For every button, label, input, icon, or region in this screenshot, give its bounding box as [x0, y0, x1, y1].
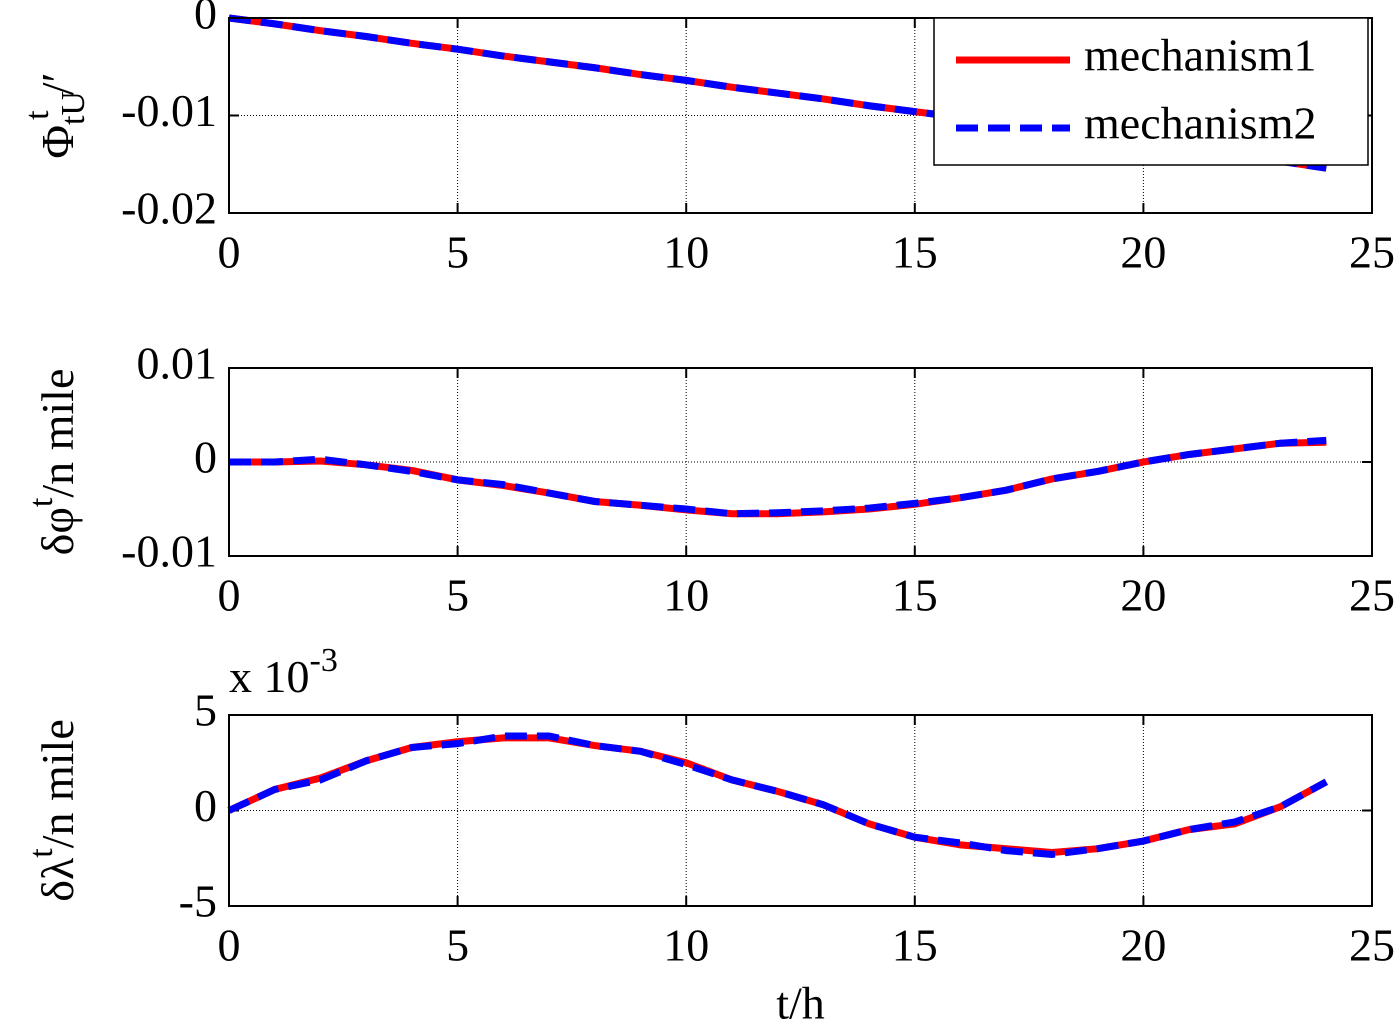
y-axis-label-main: δλ	[32, 857, 83, 902]
y-axis-label-tail: /n mile	[32, 369, 83, 498]
x-tick-label: 20	[1120, 920, 1166, 971]
plot-area	[229, 368, 1372, 556]
x-axis-label: t/h	[776, 978, 825, 1027]
legend-box	[933, 17, 1369, 166]
y-tick-label: -0.01	[121, 85, 217, 136]
axis-exponent-sup: -3	[310, 642, 338, 679]
y-tick-label: 0	[194, 780, 217, 831]
x-tick-label: 10	[663, 570, 709, 621]
y-tick-label: 0	[194, 0, 217, 39]
series-line	[228, 14, 1327, 172]
y-tick-label: -0.02	[121, 183, 217, 234]
x-tick-label: 10	[663, 227, 709, 278]
x-tick-label: 5	[446, 920, 469, 971]
x-tick-label: 10	[663, 920, 709, 971]
x-tick-label: 15	[892, 570, 938, 621]
y-axis-label-sup: t	[23, 848, 60, 858]
y-axis-label-tail: /n mile	[32, 719, 83, 848]
y-tick-label: -5	[179, 876, 217, 927]
x-tick-label: 5	[446, 227, 469, 278]
x-tick-label: 25	[1349, 920, 1395, 971]
y-axis-label-sub: tU	[55, 91, 92, 125]
y-axis-label: δφt/n mile	[23, 369, 83, 556]
y-axis-label-tail: /′	[32, 72, 83, 95]
axes-box	[228, 367, 1373, 557]
legend: mechanism1 mechanism2	[933, 17, 1369, 166]
y-tick-label: 5	[194, 685, 217, 736]
x-tick-label: 20	[1120, 570, 1166, 621]
axis-exponent: x 10-3	[229, 642, 338, 702]
y-axis-label: ΦtUt /′	[19, 72, 92, 158]
x-tick-label: 0	[218, 570, 241, 621]
y-axis-label: δλt/n mile	[23, 719, 83, 901]
x-tick-label: 25	[1349, 227, 1395, 278]
x-tick-label: 25	[1349, 570, 1395, 621]
y-tick-label: 0	[194, 432, 217, 483]
y-tick-label: 0.01	[137, 338, 218, 389]
series-line	[229, 436, 1327, 518]
y-axis-label-sup: t	[23, 497, 60, 507]
y-axis-label-main: δφ	[32, 507, 83, 555]
y-axis-label-sup: t	[19, 110, 56, 120]
legend-label: mechanism2	[1084, 98, 1317, 149]
x-tick-label: 20	[1120, 227, 1166, 278]
x-tick-label: 0	[218, 920, 241, 971]
axes-box	[228, 17, 1373, 214]
x-tick-label: 0	[218, 227, 241, 278]
axes-box	[228, 714, 1373, 907]
y-axis-label-main: Φ	[32, 125, 83, 159]
x-tick-label: 15	[892, 920, 938, 971]
series-line	[227, 732, 1328, 858]
x-tick-label: 15	[892, 227, 938, 278]
x-tick-label: 5	[446, 570, 469, 621]
y-tick-label: -0.01	[121, 526, 217, 577]
legend-label: mechanism1	[1084, 30, 1317, 81]
axis-exponent-main: x 10	[229, 651, 310, 702]
